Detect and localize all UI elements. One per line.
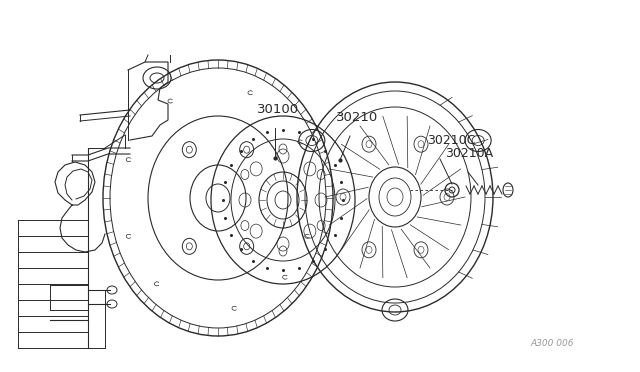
- Text: A300 006: A300 006: [530, 339, 573, 348]
- Text: 30100: 30100: [257, 103, 299, 116]
- Text: 30210C: 30210C: [427, 134, 476, 147]
- Text: 30210: 30210: [336, 111, 378, 124]
- Text: 30210A: 30210A: [445, 147, 493, 160]
